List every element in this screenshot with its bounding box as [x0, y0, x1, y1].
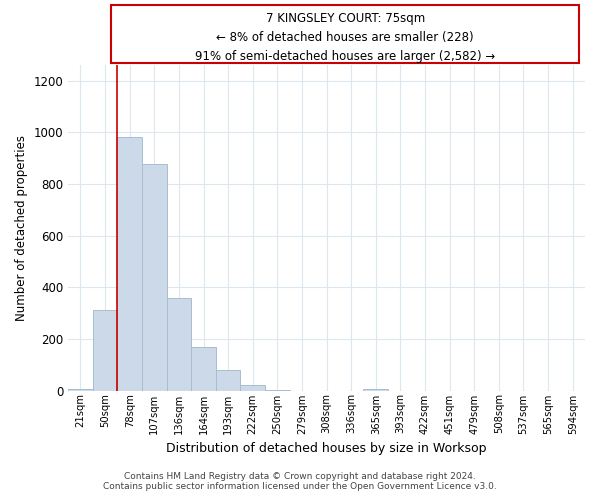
Bar — [216, 370, 241, 390]
Text: Size of property relative to detached houses in Worksop: Size of property relative to detached ho… — [124, 28, 476, 40]
Bar — [364, 389, 388, 390]
Text: ← 8% of detached houses are smaller (228): ← 8% of detached houses are smaller (228… — [217, 31, 474, 44]
Text: Contains public sector information licensed under the Open Government Licence v3: Contains public sector information licen… — [103, 482, 497, 491]
Text: 7, KINGSLEY COURT, WORKSOP, S81 0TJ: 7, KINGSLEY COURT, WORKSOP, S81 0TJ — [130, 12, 470, 28]
Bar — [167, 298, 191, 390]
Y-axis label: Number of detached properties: Number of detached properties — [15, 135, 28, 321]
Bar — [68, 389, 93, 390]
Bar — [241, 386, 265, 390]
Bar — [118, 138, 142, 390]
Text: Contains HM Land Registry data © Crown copyright and database right 2024.: Contains HM Land Registry data © Crown c… — [124, 472, 476, 481]
Text: 91% of semi-detached houses are larger (2,582) →: 91% of semi-detached houses are larger (… — [195, 50, 496, 63]
Bar — [142, 164, 167, 390]
Bar — [191, 346, 216, 391]
X-axis label: Distribution of detached houses by size in Worksop: Distribution of detached houses by size … — [166, 442, 487, 455]
Bar — [93, 310, 118, 390]
Text: 7 KINGSLEY COURT: 75sqm: 7 KINGSLEY COURT: 75sqm — [266, 12, 425, 25]
